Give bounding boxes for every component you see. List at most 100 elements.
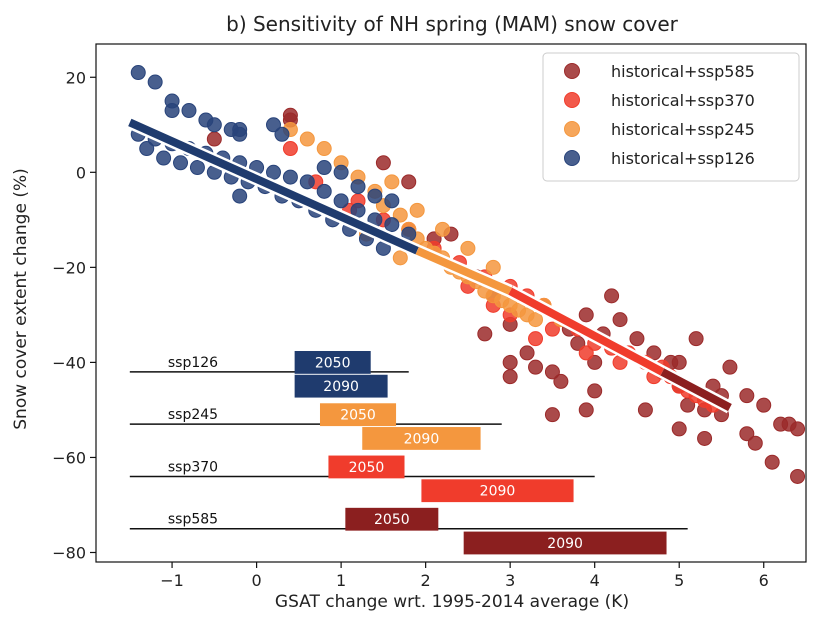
- y-axis-label: Snow cover extent change (%): [11, 168, 31, 430]
- data-point: [266, 117, 281, 133]
- range-bar: [294, 374, 388, 398]
- range-bar-label: 2090: [323, 379, 359, 395]
- data-point: [384, 217, 400, 233]
- data-point: [384, 174, 400, 190]
- data-point: [544, 364, 560, 380]
- data-point: [316, 160, 332, 176]
- data-point: [139, 141, 155, 157]
- data-point: [578, 402, 594, 418]
- data-point: [460, 240, 476, 256]
- data-point: [232, 122, 248, 138]
- chart-title: b) Sensitivity of NH spring (MAM) snow c…: [226, 12, 679, 36]
- legend-marker: [564, 150, 580, 166]
- data-point: [790, 421, 806, 437]
- data-point: [274, 126, 290, 142]
- data-point: [401, 174, 417, 190]
- legend-marker: [564, 92, 580, 108]
- plot-frame: [95, 43, 807, 563]
- data-point: [299, 131, 315, 147]
- data-point: [671, 354, 687, 370]
- fit-line: [508, 287, 665, 376]
- x-tick-label: 2: [421, 571, 431, 590]
- range-bar-label: 2050: [374, 512, 410, 528]
- data-point: [637, 402, 653, 418]
- data-point: [697, 430, 713, 446]
- data-point: [629, 331, 645, 347]
- fit-line: [128, 118, 419, 255]
- data-point: [181, 103, 197, 119]
- data-point: [477, 326, 493, 342]
- data-point: [485, 259, 501, 275]
- range-bar: [362, 427, 481, 450]
- data-point: [130, 65, 146, 81]
- legend-marker: [564, 121, 580, 137]
- legend-entry: historical+ssp245: [611, 120, 755, 139]
- fit-line: [660, 368, 732, 412]
- data-point: [173, 155, 189, 171]
- data-point: [544, 407, 560, 423]
- y-tick-label: −60: [52, 448, 86, 467]
- legend-entry: historical+ssp585: [611, 62, 755, 81]
- range-bar: [345, 507, 439, 531]
- data-point: [282, 169, 298, 185]
- data-point: [375, 155, 391, 171]
- legend-entry: historical+ssp370: [611, 91, 755, 110]
- range-bar: [294, 350, 371, 374]
- data-point: [299, 174, 315, 190]
- data-point: [392, 207, 408, 223]
- data-point: [147, 74, 163, 90]
- data-point: [206, 117, 222, 133]
- x-tick-label: 1: [336, 571, 346, 590]
- x-tick-label: −1: [160, 571, 184, 590]
- range-bar: [319, 403, 397, 427]
- range-bar: [463, 531, 667, 555]
- data-point: [333, 164, 349, 180]
- data-point: [409, 202, 425, 218]
- legend-box: [542, 52, 800, 182]
- series-historical-ssp245: [282, 122, 569, 328]
- x-tick-label: 6: [759, 571, 769, 590]
- range-bar-label: 2090: [404, 431, 440, 447]
- data-point: [282, 107, 298, 123]
- data-point: [316, 141, 332, 157]
- data-point: [528, 312, 544, 328]
- data-point: [756, 397, 772, 413]
- data-point: [544, 321, 560, 337]
- x-axis-label: GSAT change wrt. 1995-2014 average (K): [275, 592, 629, 612]
- legend: historical+ssp585 historical+ssp370 histor…: [542, 52, 800, 182]
- data-point: [578, 307, 594, 323]
- data-point: [528, 331, 544, 347]
- data-point: [604, 288, 620, 304]
- data-point: [502, 354, 518, 370]
- data-point: [587, 354, 603, 370]
- data-point: [671, 421, 687, 437]
- y-tick-label: −20: [52, 258, 86, 277]
- range-bar: [421, 479, 574, 503]
- data-point: [528, 359, 544, 375]
- data-point: [367, 188, 383, 204]
- data-point: [747, 435, 763, 451]
- data-point: [722, 359, 738, 375]
- scenario-label: ssp245: [168, 407, 218, 423]
- data-point: [764, 454, 780, 470]
- y-tick-label: −80: [52, 543, 86, 562]
- data-point: [282, 141, 298, 157]
- data-point: [232, 188, 248, 204]
- data-point: [333, 193, 349, 209]
- data-point: [156, 150, 172, 166]
- y-tick-label: 20: [66, 68, 86, 87]
- data-point: [790, 468, 806, 484]
- data-point: [578, 345, 594, 361]
- data-point: [384, 193, 400, 209]
- data-point: [519, 345, 535, 361]
- scenario-label: ssp126: [168, 355, 218, 371]
- data-point: [316, 183, 332, 199]
- data-point: [553, 373, 569, 389]
- x-tick-label: 5: [674, 571, 684, 590]
- data-point: [612, 312, 628, 328]
- range-bar-label: 2050: [315, 355, 351, 371]
- range-bar-label: 2050: [349, 460, 385, 476]
- data-point: [189, 160, 205, 176]
